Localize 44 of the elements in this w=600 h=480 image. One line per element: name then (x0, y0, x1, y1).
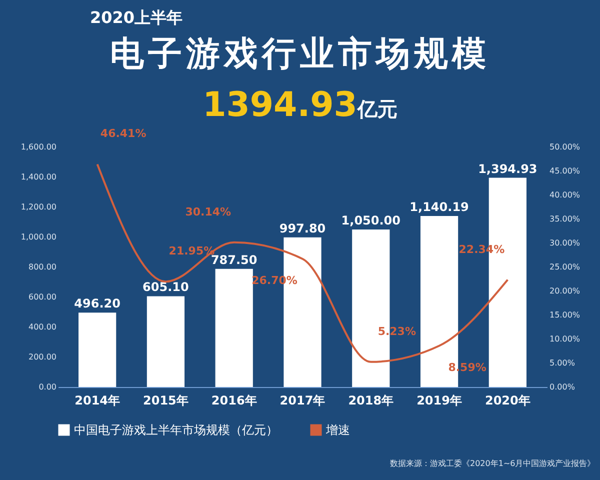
y-tick-label: 400.00 (28, 322, 56, 332)
y-tick-label: 200.00 (28, 352, 56, 362)
y2-tick-label: 20.00% (550, 286, 580, 296)
y-tick-label: 1,000.00 (20, 232, 56, 242)
y-tick-label: 1,400.00 (20, 172, 56, 182)
y-tick-label: 800.00 (28, 262, 56, 272)
chart-subtitle: 2020上半年 (89, 7, 184, 29)
x-tick-label: 2016年 (211, 394, 257, 408)
text: 1394.93亿元 (202, 85, 398, 125)
y2-tick-label: 30.00% (550, 238, 580, 248)
x-tick-label: 2020年 (484, 394, 530, 408)
bar (215, 268, 253, 387)
y2-tick-label: 35.00% (550, 214, 580, 224)
y-tick-label: 600.00 (28, 292, 56, 302)
y2-tick-label: 5.00% (550, 358, 576, 368)
bar (78, 312, 116, 387)
y2-tick-label: 10.00% (550, 334, 580, 344)
y2-tick-label: 0.00% (550, 382, 576, 392)
chart-title: 电子游戏行业市场规模 (109, 33, 491, 76)
y2-tick-label: 50.00% (550, 142, 580, 152)
data-label: 46.41% (100, 127, 146, 140)
data-label: 30.14% (185, 205, 232, 218)
y-tick-label: 0.00 (38, 382, 56, 392)
x-tick-label: 2014年 (74, 394, 120, 408)
source-note: 数据来源：游戏工委《2020年1~6月中国游戏产业报告》 (390, 458, 596, 469)
bar (146, 296, 185, 387)
data-label: 997.80 (279, 221, 326, 236)
y2-tick-label: 40.00% (550, 190, 580, 200)
y2-tick-label: 45.00% (550, 166, 580, 176)
legend-label: 增速 (325, 423, 350, 437)
y2-tick-label: 15.00% (550, 310, 580, 320)
x-tick-label: 2017年 (280, 394, 326, 408)
x-tick-label: 2015年 (143, 394, 188, 408)
data-label: 1,394.93 (478, 162, 538, 176)
data-label: 605.10 (142, 280, 189, 294)
data-label: 1,140.19 (410, 200, 469, 214)
y2-tick-label: 25.00% (550, 262, 580, 272)
data-label: 1,050.00 (341, 214, 400, 228)
y-tick-label: 1,600.00 (20, 142, 56, 152)
x-tick-label: 2018年 (348, 394, 394, 408)
y-tick-label: 1,200.00 (20, 202, 56, 212)
legend-label: 中国电子游戏上半年市场规模（亿元） (74, 423, 278, 437)
x-tick-label: 2019年 (416, 394, 462, 408)
data-label: 496.20 (74, 296, 120, 311)
